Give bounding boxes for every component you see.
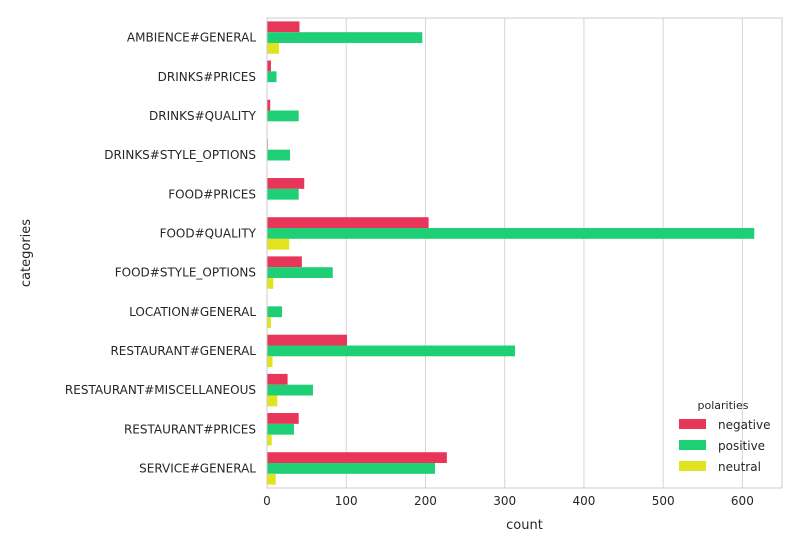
- y-tick-label: SERVICE#GENERAL: [139, 461, 256, 475]
- bar-negative: [267, 256, 302, 268]
- x-tick-label: 400: [572, 494, 595, 508]
- x-tick-label: 600: [731, 494, 754, 508]
- x-axis-ticks: 0 100 200 300 400 500 600: [263, 494, 754, 508]
- bar-negative: [267, 60, 271, 72]
- y-axis-ticks: AMBIENCE#GENERAL DRINKS#PRICES DRINKS#QUAL…: [65, 31, 257, 476]
- x-tick-label: 200: [414, 494, 437, 508]
- y-tick-label: RESTAURANT#PRICES: [124, 422, 256, 436]
- y-tick-label: FOOD#STYLE_OPTIONS: [115, 266, 256, 280]
- bar-neutral: [267, 473, 276, 485]
- bar-neutral: [267, 434, 272, 446]
- bar-positive: [267, 32, 423, 43]
- bar-positive: [267, 110, 299, 122]
- bar-negative: [267, 217, 429, 229]
- legend-label-negative: negative: [718, 418, 770, 432]
- bar-positive: [267, 384, 313, 396]
- bar-positive: [267, 228, 755, 239]
- x-tick-label: 300: [493, 494, 516, 508]
- x-axis-title: count: [506, 518, 543, 533]
- x-tick-label: 100: [335, 494, 358, 508]
- bar-positive: [267, 188, 299, 200]
- bar-negative: [267, 373, 288, 385]
- bar-positive: [267, 345, 515, 357]
- y-tick-label: FOOD#PRICES: [168, 187, 256, 201]
- bar-negative: [267, 452, 447, 464]
- bars: [267, 21, 755, 485]
- x-tick-label: 500: [652, 494, 675, 508]
- bar-negative: [267, 178, 305, 189]
- bar-positive: [267, 306, 283, 318]
- axes-frame: [266, 17, 783, 489]
- y-axis-title: categories: [19, 219, 34, 287]
- legend-swatch-neutral: [679, 461, 706, 471]
- y-tick-label: LOCATION#GENERAL: [129, 305, 256, 319]
- bar-neutral: [267, 317, 271, 328]
- legend-swatch-negative: [679, 419, 706, 429]
- bar-positive: [267, 71, 277, 83]
- plot-border: [266, 17, 783, 489]
- grid: [266, 18, 743, 488]
- y-tick-label: DRINKS#PRICES: [158, 70, 256, 84]
- y-tick-label: RESTAURANT#MISCELLANEOUS: [65, 383, 256, 397]
- legend-swatch-positive: [679, 440, 706, 450]
- y-tick-label: RESTAURANT#GENERAL: [110, 344, 256, 358]
- y-tick-label: AMBIENCE#GENERAL: [127, 31, 256, 45]
- bar-positive: [267, 267, 333, 278]
- x-tick-label: 0: [263, 494, 271, 508]
- bar-negative: [267, 99, 271, 111]
- legend-label-positive: positive: [718, 439, 765, 453]
- bar-neutral: [267, 277, 274, 289]
- bar-positive: [267, 149, 290, 161]
- y-tick-label: FOOD#QUALITY: [160, 226, 257, 240]
- bar-neutral: [267, 42, 279, 54]
- bar-neutral: [267, 395, 278, 407]
- y-tick-label: DRINKS#STYLE_OPTIONS: [104, 148, 256, 162]
- legend-title: polarities: [698, 399, 749, 412]
- bar-neutral: [267, 238, 290, 250]
- legend: polarities negative positive neutral: [679, 399, 770, 474]
- bar-negative: [267, 21, 300, 33]
- bar-negative: [267, 413, 299, 424]
- bar-positive: [267, 463, 435, 474]
- bar-neutral: [267, 356, 273, 368]
- legend-label-neutral: neutral: [718, 460, 761, 474]
- bar-negative: [267, 334, 348, 346]
- y-tick-label: DRINKS#QUALITY: [149, 109, 257, 123]
- bar-positive: [267, 423, 294, 435]
